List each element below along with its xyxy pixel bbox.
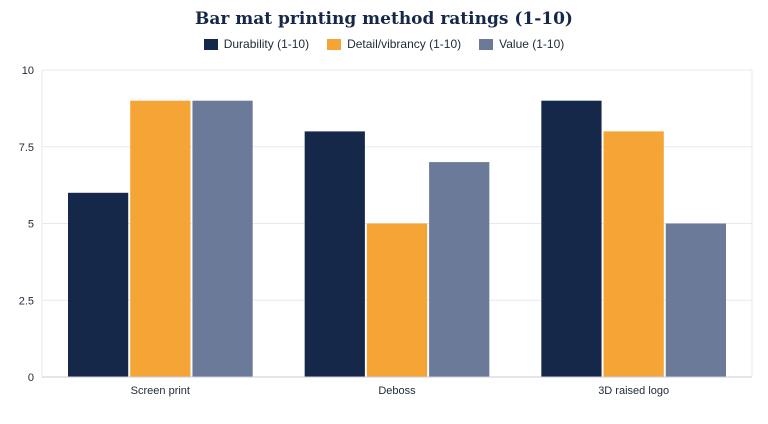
legend-label-durability: Durability (1-10) [223,37,310,51]
bar-layer [68,100,726,377]
x-tick-label: 3D raised logo [598,385,669,397]
y-tick-label: 10 [22,65,34,77]
y-tick-label: 7.5 [19,142,34,154]
legend-swatch-durability [203,38,218,50]
x-tick-label: Deboss [378,385,416,397]
legend-label-detail: Detail/vibrancy (1-10) [347,37,462,51]
legend-swatch-detail [327,38,342,50]
y-tick-label: 5 [28,219,34,231]
y-tick-label: 2.5 [19,295,34,307]
chart-title: Bar mat printing method ratings (1-10) [195,9,573,29]
bar [603,131,664,377]
bar [366,223,428,377]
legend-item-value: Value (1-10) [479,37,564,51]
legend-item-durability: Durability (1-10) [203,37,310,51]
bar [192,100,253,377]
bar [130,100,191,377]
legend: Durability (1-10) Detail/vibrancy (1-10)… [0,37,768,51]
bar [665,223,726,377]
bar [429,162,490,377]
bar [68,192,129,377]
legend-item-detail: Detail/vibrancy (1-10) [327,37,461,51]
bar [304,131,365,377]
axis-layer: 0 2.5 5 7.5 10 Screen print Deboss 3D raised lo… [19,65,752,397]
x-tick-label: Screen print [131,385,190,397]
bar [541,100,602,377]
legend-swatch-value [479,38,494,50]
y-tick-label: 0 [28,372,34,384]
legend-label-value: Value (1-10) [499,37,565,51]
